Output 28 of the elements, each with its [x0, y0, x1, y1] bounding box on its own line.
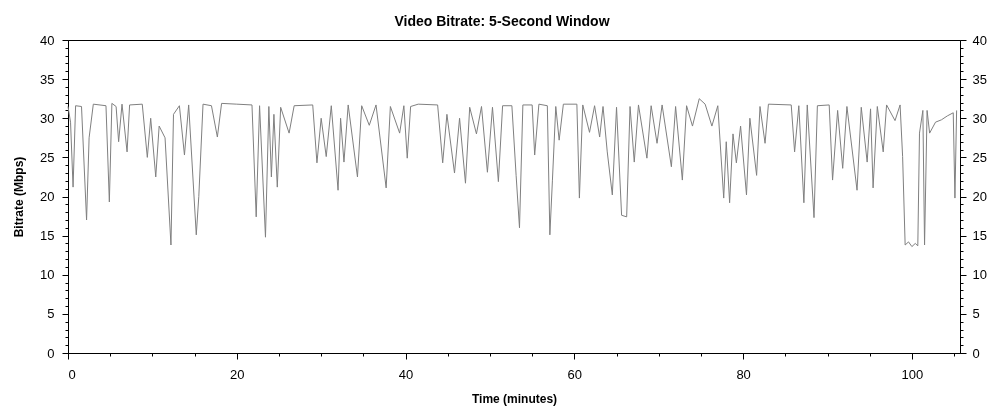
y2-tick-label: 20 — [972, 189, 987, 204]
x-tick-label: 80 — [736, 366, 751, 382]
x-tick-label: 40 — [398, 366, 414, 382]
x-tick-label: 60 — [567, 366, 583, 382]
y2-tick-label: 25 — [972, 149, 987, 165]
y2-tick-label: 5 — [972, 306, 980, 322]
y2-tick-label: 0 — [972, 345, 980, 361]
y2-tick-label: 30 — [972, 110, 987, 126]
y-tick-label: 25 — [40, 149, 55, 165]
y-tick-label: 0 — [47, 345, 55, 361]
line-series — [67, 98, 958, 248]
x-tick-label: 0 — [68, 366, 76, 382]
x-axis-title: Time (minutes) — [471, 391, 558, 406]
y2-tick-label: 15 — [972, 228, 987, 244]
y-tick-label: 35 — [40, 71, 55, 87]
y-tick-label: 40 — [40, 32, 55, 48]
y2-tick-label: 10 — [972, 267, 987, 283]
y-tick-label: 5 — [47, 306, 55, 322]
x-tick-label: 20 — [230, 366, 245, 382]
y-tick-label: 10 — [40, 267, 55, 283]
y-tick-label: 30 — [40, 110, 55, 126]
x-tick-label: 100 — [901, 366, 924, 382]
y-axis-title: Bitrate (Mbps) — [12, 156, 27, 238]
y-tick-label: 20 — [40, 189, 55, 204]
y2-tick-label: 40 — [972, 32, 987, 48]
y2-tick-label: 35 — [972, 71, 987, 87]
chart-title: Video Bitrate: 5-Second Window — [394, 13, 610, 29]
y-tick-label: 15 — [40, 228, 55, 244]
